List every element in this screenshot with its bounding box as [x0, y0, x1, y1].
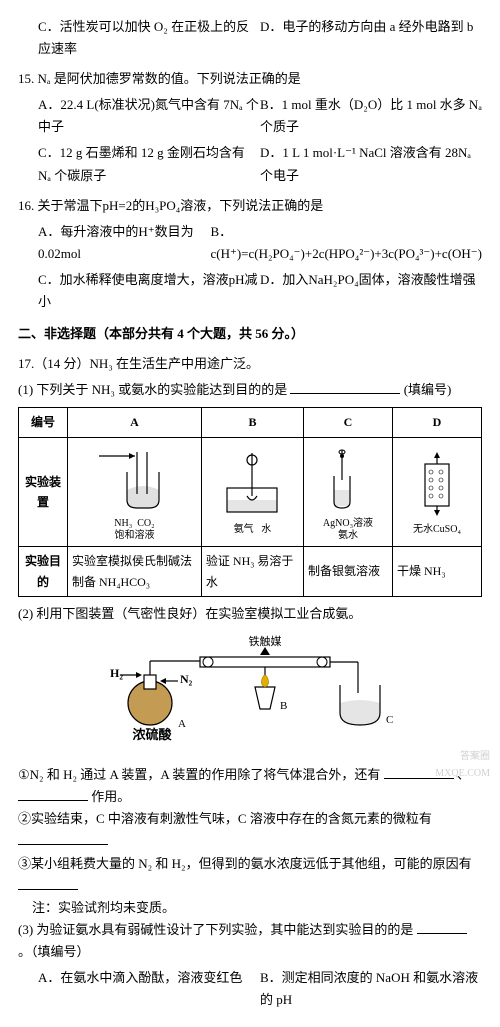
q17-p3-a: (3) 为验证氨水具有弱碱性设计了下列实验，其中能达到实验目的的是: [18, 922, 413, 937]
q14-opt-c: C．活性炭可以加快 O₂ 在正极上的反应速率: [38, 16, 260, 60]
watermark-line1: 答案圈: [435, 748, 490, 765]
cell-b-diagram: 氨气 水: [201, 437, 303, 546]
table-row-apparatus: 实验装置 NH₃ CO₂ 饱和溶液: [19, 437, 482, 546]
th-b: B: [201, 408, 303, 437]
q16-opt-a: A．每升溶液中的H⁺数目为0.02mol: [38, 221, 211, 265]
label-b: B: [280, 700, 287, 712]
th-c: C: [303, 408, 392, 437]
cell-c-purpose: 制备银氨溶液: [303, 547, 392, 597]
label-water: 水: [261, 524, 271, 535]
blank[interactable]: [290, 380, 400, 394]
cell-b-purpose: 验证 NH₃ 易溶于水: [201, 547, 303, 597]
table-row-purpose: 实验目的 实验室模拟侯氏制碱法制备 NH₄HCO₃ 验证 NH₃ 易溶于水 制备…: [19, 547, 482, 597]
q14-opt-d: D．电子的移动方向由 a 经外电路到 b: [260, 16, 482, 60]
blank[interactable]: [18, 831, 108, 845]
th-d: D: [392, 408, 481, 437]
q17-p2: (2) 利用下图装置（气密性良好）在实验室模拟工业合成氨。: [18, 603, 482, 625]
q17-p3-opt-a: A．在氨水中滴入酚酞，溶液变红色: [38, 967, 260, 1011]
label-nh3: NH₃: [114, 518, 132, 529]
q15-opt-d: D．1 L 1 mol·L⁻¹ NaCl 溶液含有 28Nₐ 个电子: [260, 142, 482, 186]
q16-opt-b: B．c(H⁺)=c(H₂PO₄⁻)+2c(HPO₄²⁻)+3c(PO₄³⁻)+c…: [211, 221, 483, 265]
q17-p2-2-a: ②实验结束，C 中溶液有刺激性气味，C 溶液中存在的含氮元素的微粒有: [18, 811, 432, 826]
table-row-header: 编号 A B C D: [19, 408, 482, 437]
label-co2: CO₂: [137, 518, 154, 529]
cell-d-purpose: 干燥 NH₃: [392, 547, 481, 597]
label-cuso4: 无水CuSO₄: [413, 524, 461, 535]
label-agno3: AgNO₃溶液: [323, 518, 373, 529]
experiment-table: 编号 A B C D 实验装置 NH₃ CO₂ 饱和溶液: [18, 407, 482, 597]
q17-p3-opt-b: B．测定相同浓度的 NaOH 和氨水溶液的 pH: [260, 967, 482, 1011]
cell-c-diagram: AgNO₃溶液 氨水: [303, 437, 392, 546]
th-purpose: 实验目的: [19, 547, 68, 597]
synthesis-diagram: 铁触媒 H₂ N₂ 浓硫酸 A B C: [18, 631, 482, 758]
q14-options-cd: C．活性炭可以加快 O₂ 在正极上的反应速率 D．电子的移动方向由 a 经外电路…: [38, 16, 482, 60]
q16-row-ab: A．每升溶液中的H⁺数目为0.02mol B．c(H⁺)=c(H₂PO₄⁻)+2…: [38, 221, 482, 265]
q17-p2-note: 注：实验试剂均未变质。: [32, 897, 482, 919]
q15-opt-c: C．12 g 石墨烯和 12 g 金刚石均含有 Nₐ 个碳原子: [38, 142, 260, 186]
section-2-title: 二、非选择题（本部分共有 4 个大题，共 56 分。）: [18, 323, 482, 345]
q17-p3-opts: A．在氨水中滴入酚酞，溶液变红色 B．测定相同浓度的 NaOH 和氨水溶液的 p…: [38, 967, 482, 1011]
watermark: 答案圈 MXQE.COM: [435, 748, 490, 782]
synthesis-apparatus-icon: 铁触媒 H₂ N₂ 浓硫酸 A B C: [90, 631, 410, 751]
apparatus-d-icon: [397, 448, 477, 518]
watermark-line2: MXQE.COM: [435, 765, 490, 782]
q16-opt-d: D．加入NaH₂PO₄固体，溶液酸性增强: [260, 269, 482, 313]
cell-d-diagram: 无水CuSO₄: [392, 437, 481, 546]
q17-p3-b: 。（填编号）: [18, 944, 90, 959]
label-c: C: [386, 714, 393, 726]
cell-a-diagram: NH₃ CO₂ 饱和溶液: [68, 437, 202, 546]
q17-p2-1: ①N₂ 和 H₂ 通过 A 装置，A 装置的作用除了将气体混合外，还有 、 作用…: [18, 764, 482, 808]
q15-row-cd: C．12 g 石墨烯和 12 g 金刚石均含有 Nₐ 个碳原子 D．1 L 1 …: [38, 142, 482, 186]
q15-row-ab: A．22.4 L(标准状况)氮气中含有 7Nₐ 个中子 B．1 mol 重水（D…: [38, 94, 482, 138]
q16-row-cd: C．加水稀释使电离度增大，溶液pH减小 D．加入NaH₂PO₄固体，溶液酸性增强: [38, 269, 482, 313]
q15-opt-b: B．1 mol 重水（D₂O）比 1 mol 水多 Nₐ 个质子: [260, 94, 482, 138]
blank[interactable]: [18, 787, 88, 801]
q17-p2-2: ②实验结束，C 中溶液有刺激性气味，C 溶液中存在的含氮元素的微粒有: [18, 808, 482, 852]
q17-stem: 17.（14 分）NH₃ 在生活生产中用途广泛。: [18, 353, 482, 375]
q17-p2-3: ③某小组耗费大量的 N₂ 和 H₂，但得到的氨水浓度远低于其他组，可能的原因有: [18, 853, 482, 897]
label-acid: 浓硫酸: [132, 727, 172, 742]
label-n2: N₂: [180, 672, 193, 686]
q17-p2-1-a: ①N₂ 和 H₂ 通过 A 装置，A 装置的作用除了将气体混合外，还有: [18, 767, 380, 782]
label-ammonia-gas: 氨气: [234, 524, 254, 535]
label-catalyst: 铁触媒: [249, 634, 282, 648]
q17-p1: (1) 下列关于 NH₃ 或氨水的实验能达到目的的是 (填编号): [18, 379, 482, 401]
th-number: 编号: [19, 408, 68, 437]
blank[interactable]: [417, 920, 467, 934]
q17-p1-prefix: (1) 下列关于 NH₃ 或氨水的实验能达到目的的是: [18, 382, 287, 397]
th-a: A: [68, 408, 202, 437]
q15-stem: 15. Nₐ 是阿伏加德罗常数的值。下列说法正确的是: [18, 68, 482, 90]
apparatus-b-icon: [207, 448, 297, 518]
cell-a-purpose: 实验室模拟侯氏制碱法制备 NH₄HCO₃: [68, 547, 202, 597]
q17-p1-suffix: (填编号): [404, 382, 452, 397]
q17-p2-3-a: ③某小组耗费大量的 N₂ 和 H₂，但得到的氨水浓度远低于其他组，可能的原因有: [18, 856, 472, 871]
q15-opt-a: A．22.4 L(标准状况)氮气中含有 7Nₐ 个中子: [38, 94, 260, 138]
label-a: A: [178, 718, 186, 730]
apparatus-c-icon: [308, 442, 388, 512]
th-apparatus: 实验装置: [19, 437, 68, 546]
label-h2: H₂: [110, 666, 123, 680]
q16-stem: 16. 关于常温下pH=2的H₃PO₄溶液，下列说法正确的是: [18, 195, 482, 217]
label-ammonia-water: 氨水: [338, 530, 358, 541]
q17-p2-1-c: 作用。: [91, 789, 130, 804]
apparatus-a-icon: [89, 442, 179, 512]
q16-opt-c: C．加水稀释使电离度增大，溶液pH减小: [38, 269, 260, 313]
blank[interactable]: [18, 876, 78, 890]
label-sat-sol: 饱和溶液: [114, 530, 154, 541]
q17-p3: (3) 为验证氨水具有弱碱性设计了下列实验，其中能达到实验目的的是 。（填编号）: [18, 919, 482, 963]
